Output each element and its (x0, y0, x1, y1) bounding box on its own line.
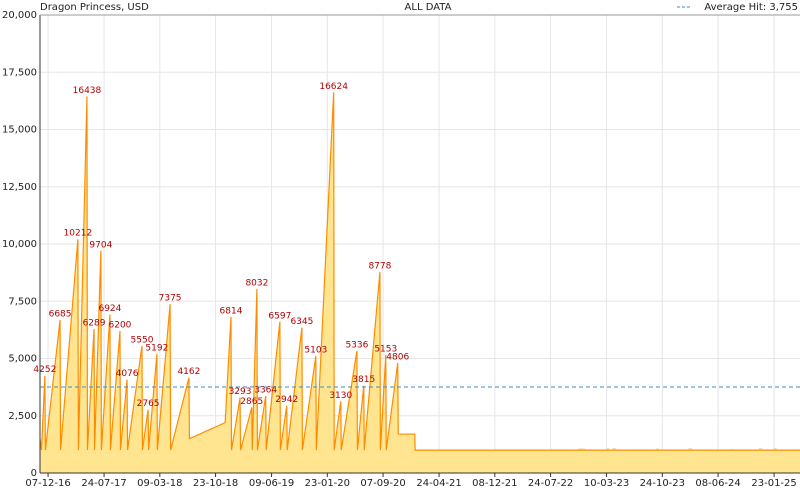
x-tick-label: 23-10-18 (193, 478, 238, 489)
data-label: 4162 (177, 367, 200, 377)
data-label: 4076 (116, 369, 139, 379)
data-label: 2942 (275, 395, 298, 405)
data-label: 6924 (98, 304, 121, 314)
data-label: 5103 (304, 346, 327, 356)
y-tick-label: 20,000 (2, 10, 37, 21)
y-tick-label: 15,000 (2, 125, 37, 136)
data-label: 5550 (131, 335, 154, 345)
chart-title: Dragon Princess, USD (40, 2, 149, 13)
data-label: 6345 (290, 317, 313, 327)
data-label: 4806 (386, 352, 409, 362)
data-label: 5336 (345, 340, 368, 350)
x-tick-label: 09-06-19 (249, 478, 294, 489)
line (39, 92, 800, 451)
data-label: 5192 (145, 344, 168, 354)
x-tick-label: 23-01-25 (751, 478, 796, 489)
y-tick-label: 10,000 (2, 239, 37, 250)
data-label: 6289 (83, 318, 106, 328)
x-tick-label: 24-04-21 (416, 478, 461, 489)
x-tick-label: 23-01-20 (305, 478, 350, 489)
area (40, 92, 800, 473)
data-label: 6814 (220, 306, 243, 316)
x-tick-label: 07-12-16 (25, 478, 70, 489)
data-label: 6685 (49, 309, 72, 319)
y-tick-label: 5,000 (8, 354, 37, 365)
data-label: 16624 (319, 82, 348, 92)
y-tick-label: 7,500 (8, 296, 37, 307)
y-tick-label: 12,500 (2, 182, 37, 193)
x-tick-label: 24-10-23 (640, 478, 685, 489)
data-label: 3130 (329, 391, 352, 401)
y-tick-label: 0 (31, 468, 37, 479)
data-label: 8778 (368, 261, 391, 271)
y-tick-label: 17,500 (2, 67, 37, 78)
data-label: 6200 (109, 321, 132, 331)
data-label: 10212 (64, 229, 93, 239)
legend-label: Average Hit: 3,755 (704, 2, 798, 13)
x-tick-label: 08-06-24 (695, 478, 740, 489)
data-label: 4252 (33, 365, 56, 375)
data-label: 2865 (240, 397, 263, 407)
data-label: 5153 (374, 344, 397, 354)
data-label: 16438 (73, 86, 102, 96)
x-tick-label: 08-12-21 (472, 478, 517, 489)
x-tick-label: 24-07-17 (81, 478, 126, 489)
x-tick-label: 10-03-23 (584, 478, 629, 489)
x-tick-label: 07-09-20 (360, 478, 405, 489)
chart-subtitle: ALL DATA (405, 2, 452, 13)
data-label: 3815 (352, 375, 375, 385)
data-label: 7375 (159, 294, 182, 304)
data-label: 2765 (137, 399, 160, 409)
x-tick-label: 09-03-18 (137, 478, 182, 489)
data-label: 9704 (89, 240, 112, 250)
data-label: 8032 (245, 279, 268, 289)
x-tick-label: 24-07-22 (528, 478, 573, 489)
data-label: 3364 (254, 385, 277, 395)
data-label: 6597 (268, 311, 291, 321)
y-tick-label: 2,500 (8, 411, 37, 422)
data-label: 3293 (229, 387, 252, 397)
